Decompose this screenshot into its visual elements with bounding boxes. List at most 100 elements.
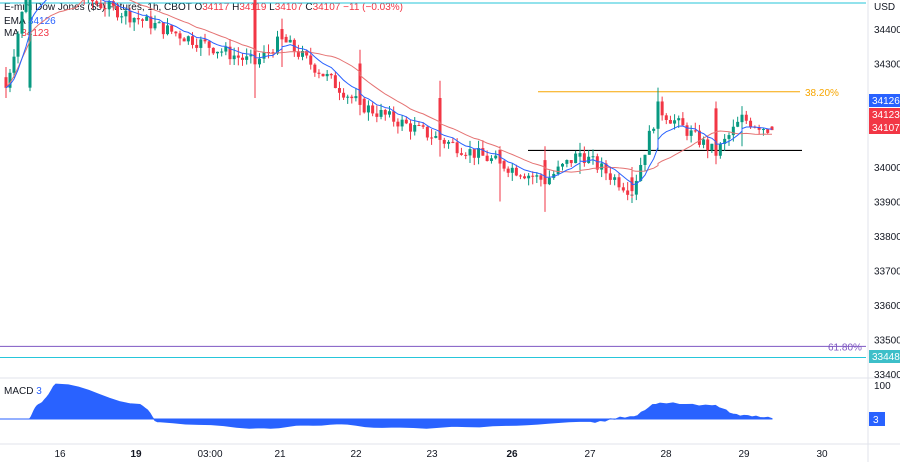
candle-body (228, 46, 232, 60)
candle-body (706, 139, 710, 151)
ema-legend[interactable]: EMA 34126 (4, 16, 56, 28)
candle-body (766, 129, 770, 133)
candle-body (329, 73, 333, 76)
close-label: C (305, 2, 313, 13)
candle-body (442, 139, 446, 144)
currency-label: USD (874, 2, 896, 13)
candle-body (124, 10, 128, 17)
macd-axis-tick: 100 (874, 381, 891, 392)
candle-body (621, 187, 625, 191)
candle-body (366, 105, 370, 113)
close-value: 34107 (312, 2, 341, 13)
candle-body (107, 1, 111, 10)
ema-value: 34126 (27, 16, 56, 27)
candle-body (770, 126, 774, 131)
candle-body (643, 154, 647, 165)
high-value: 34119 (239, 2, 267, 13)
candle-body (464, 154, 468, 156)
candle-body (668, 120, 672, 124)
candle-body (337, 88, 341, 93)
candle-body (400, 119, 404, 127)
candle-body (149, 16, 153, 29)
candle-body (387, 111, 391, 115)
macd-legend[interactable]: MACD 3 (4, 386, 42, 398)
price-tag-label: 33448 (872, 352, 900, 363)
candle-body (459, 153, 463, 155)
ma-line (5, 0, 772, 173)
candle-body (740, 118, 744, 123)
candle-body (271, 52, 275, 54)
candle-body (91, 0, 94, 2)
time-tick-label: 16 (54, 449, 66, 460)
candle-body (95, 1, 99, 4)
candle-body (305, 50, 309, 56)
macd-tag-label: 3 (873, 415, 879, 426)
candle-body (617, 177, 621, 188)
candle-body (317, 72, 321, 74)
fib-38-level-label: 38.20% (805, 88, 839, 99)
ma-legend[interactable]: MA 34123 (4, 28, 49, 40)
candle-body (587, 156, 591, 164)
candle-body (232, 55, 236, 60)
candle-body (477, 148, 481, 158)
candle-body (727, 135, 731, 139)
candle-body (757, 127, 761, 130)
candle-body (224, 46, 228, 52)
candle-body (288, 39, 292, 43)
price-tick-label: 33800 (874, 232, 900, 243)
candle-body (718, 143, 722, 156)
candle-body (333, 75, 337, 89)
candle-body (652, 128, 656, 131)
candle-body (8, 72, 12, 88)
candle-body (195, 44, 199, 48)
candle-body (506, 168, 510, 173)
candle-body (199, 39, 203, 48)
price-tag (869, 94, 900, 107)
candle-body (574, 153, 578, 164)
price-tick-label: 33600 (874, 301, 900, 312)
candle-body (604, 163, 608, 174)
candle-body (693, 130, 697, 132)
candle-body (383, 109, 387, 115)
candle-body (639, 164, 643, 181)
price-tag-label: 34107 (872, 123, 900, 134)
low-label: L (269, 2, 275, 13)
candle-body (556, 166, 560, 174)
ema-label: EMA (4, 16, 26, 27)
price-tick-label: 33400 (874, 370, 900, 381)
price-tick-label: 34300 (874, 60, 900, 71)
candle-body (375, 113, 379, 117)
candle-body (565, 160, 569, 164)
candle-body (396, 121, 400, 127)
candle-body (170, 25, 174, 32)
candle-body (280, 29, 284, 40)
candle-body (600, 163, 604, 170)
chart-legend-title-row: E-mini Dow Jones ($5) Futures, 1h, CBOT … (4, 2, 403, 14)
candle-body (321, 73, 325, 77)
candle-body (141, 19, 144, 21)
candle-body (354, 96, 358, 99)
candle-body (485, 155, 489, 161)
candle-body (28, 0, 32, 88)
candle-body (578, 153, 582, 157)
macd-area (0, 383, 773, 429)
symbol-title: E-mini Dow Jones ($5) Futures, 1h, CBOT (4, 2, 192, 13)
candle-body (591, 156, 595, 158)
candle-body (4, 77, 8, 88)
price-tag (869, 121, 900, 134)
candle-body (472, 149, 476, 158)
fib-61-level-label: 61.80% (828, 342, 862, 353)
candle-body (392, 111, 396, 122)
candle-body (547, 177, 551, 185)
candle-body (502, 161, 506, 169)
time-tick-label: 22 (350, 449, 362, 460)
candle-body (430, 137, 434, 139)
time-tick-label: 21 (274, 449, 286, 460)
candle-body (613, 177, 617, 180)
time-tick-label: 26 (506, 449, 518, 460)
candle-body (309, 55, 313, 65)
candle-body (20, 11, 24, 34)
candle-body (543, 160, 547, 181)
time-tick-label: 03:00 (197, 449, 222, 460)
